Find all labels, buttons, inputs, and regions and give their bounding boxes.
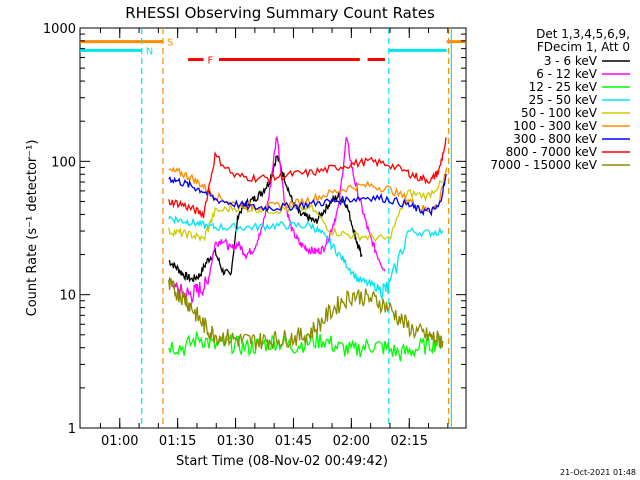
flags-layer: S N F bbox=[80, 38, 466, 67]
y-tick-label: 100 bbox=[51, 155, 76, 170]
x-axis-label: Start Time (08-Nov-02 00:49:42) bbox=[176, 454, 388, 469]
legend-entry-label: 800 - 7000 keV bbox=[506, 145, 598, 159]
series-line bbox=[168, 135, 386, 305]
legend-entry-label: 6 - 12 keV bbox=[536, 67, 598, 81]
flag-label: S bbox=[167, 38, 173, 49]
series-line bbox=[168, 276, 444, 350]
x-tick-label: 02:00 bbox=[333, 434, 370, 449]
series-layer bbox=[168, 135, 448, 362]
x-tick-label: 01:15 bbox=[159, 434, 196, 449]
series-line bbox=[168, 173, 448, 217]
series-line bbox=[168, 215, 444, 301]
x-tick-label: 01:00 bbox=[101, 434, 138, 449]
footer-date: 21-Oct-2021 01:48 bbox=[560, 468, 636, 477]
x-tick-label: 01:30 bbox=[217, 434, 254, 449]
x-tick-label: 01:45 bbox=[275, 434, 312, 449]
x-tick-label: 02:15 bbox=[391, 434, 428, 449]
legend-entry-label: 12 - 25 keV bbox=[529, 80, 598, 94]
flag-label: F bbox=[208, 56, 214, 67]
legend-entry-label: 300 - 800 keV bbox=[513, 132, 597, 146]
legend: Det 1,3,4,5,6,9, FDecim 1, Att 0 3 - 6 k… bbox=[490, 27, 630, 172]
y-axis-label: Count Rate (s⁻¹ detector⁻¹) bbox=[25, 140, 40, 317]
legend-header-line-1: Det 1,3,4,5,6,9, bbox=[536, 27, 630, 41]
series-line bbox=[168, 137, 447, 219]
axes-layer: 01:00 01:15 01:30 01:45 02:00 02:15 1 10 100 1000 bbox=[43, 22, 466, 449]
y-tick-label: 1000 bbox=[43, 22, 76, 37]
legend-entry-label: 25 - 50 keV bbox=[529, 93, 598, 107]
legend-entry-label: 50 - 100 keV bbox=[521, 106, 598, 120]
series-line bbox=[168, 331, 444, 362]
legend-header-line-2: FDecim 1, Att 0 bbox=[537, 40, 630, 54]
plot-frame bbox=[79, 27, 467, 429]
legend-entry-label: 7000 - 15000 keV bbox=[490, 158, 597, 172]
y-tick-label: 10 bbox=[59, 289, 76, 304]
series-line bbox=[168, 155, 363, 283]
chart-title: RHESSI Observing Summary Count Rates bbox=[125, 4, 435, 22]
legend-entry-label: 100 - 300 keV bbox=[513, 119, 597, 133]
y-tick-label: 1 bbox=[68, 422, 76, 437]
flag-label: N bbox=[146, 46, 153, 57]
legend-entry-label: 3 - 6 keV bbox=[544, 54, 598, 68]
markers-layer bbox=[141, 28, 452, 428]
